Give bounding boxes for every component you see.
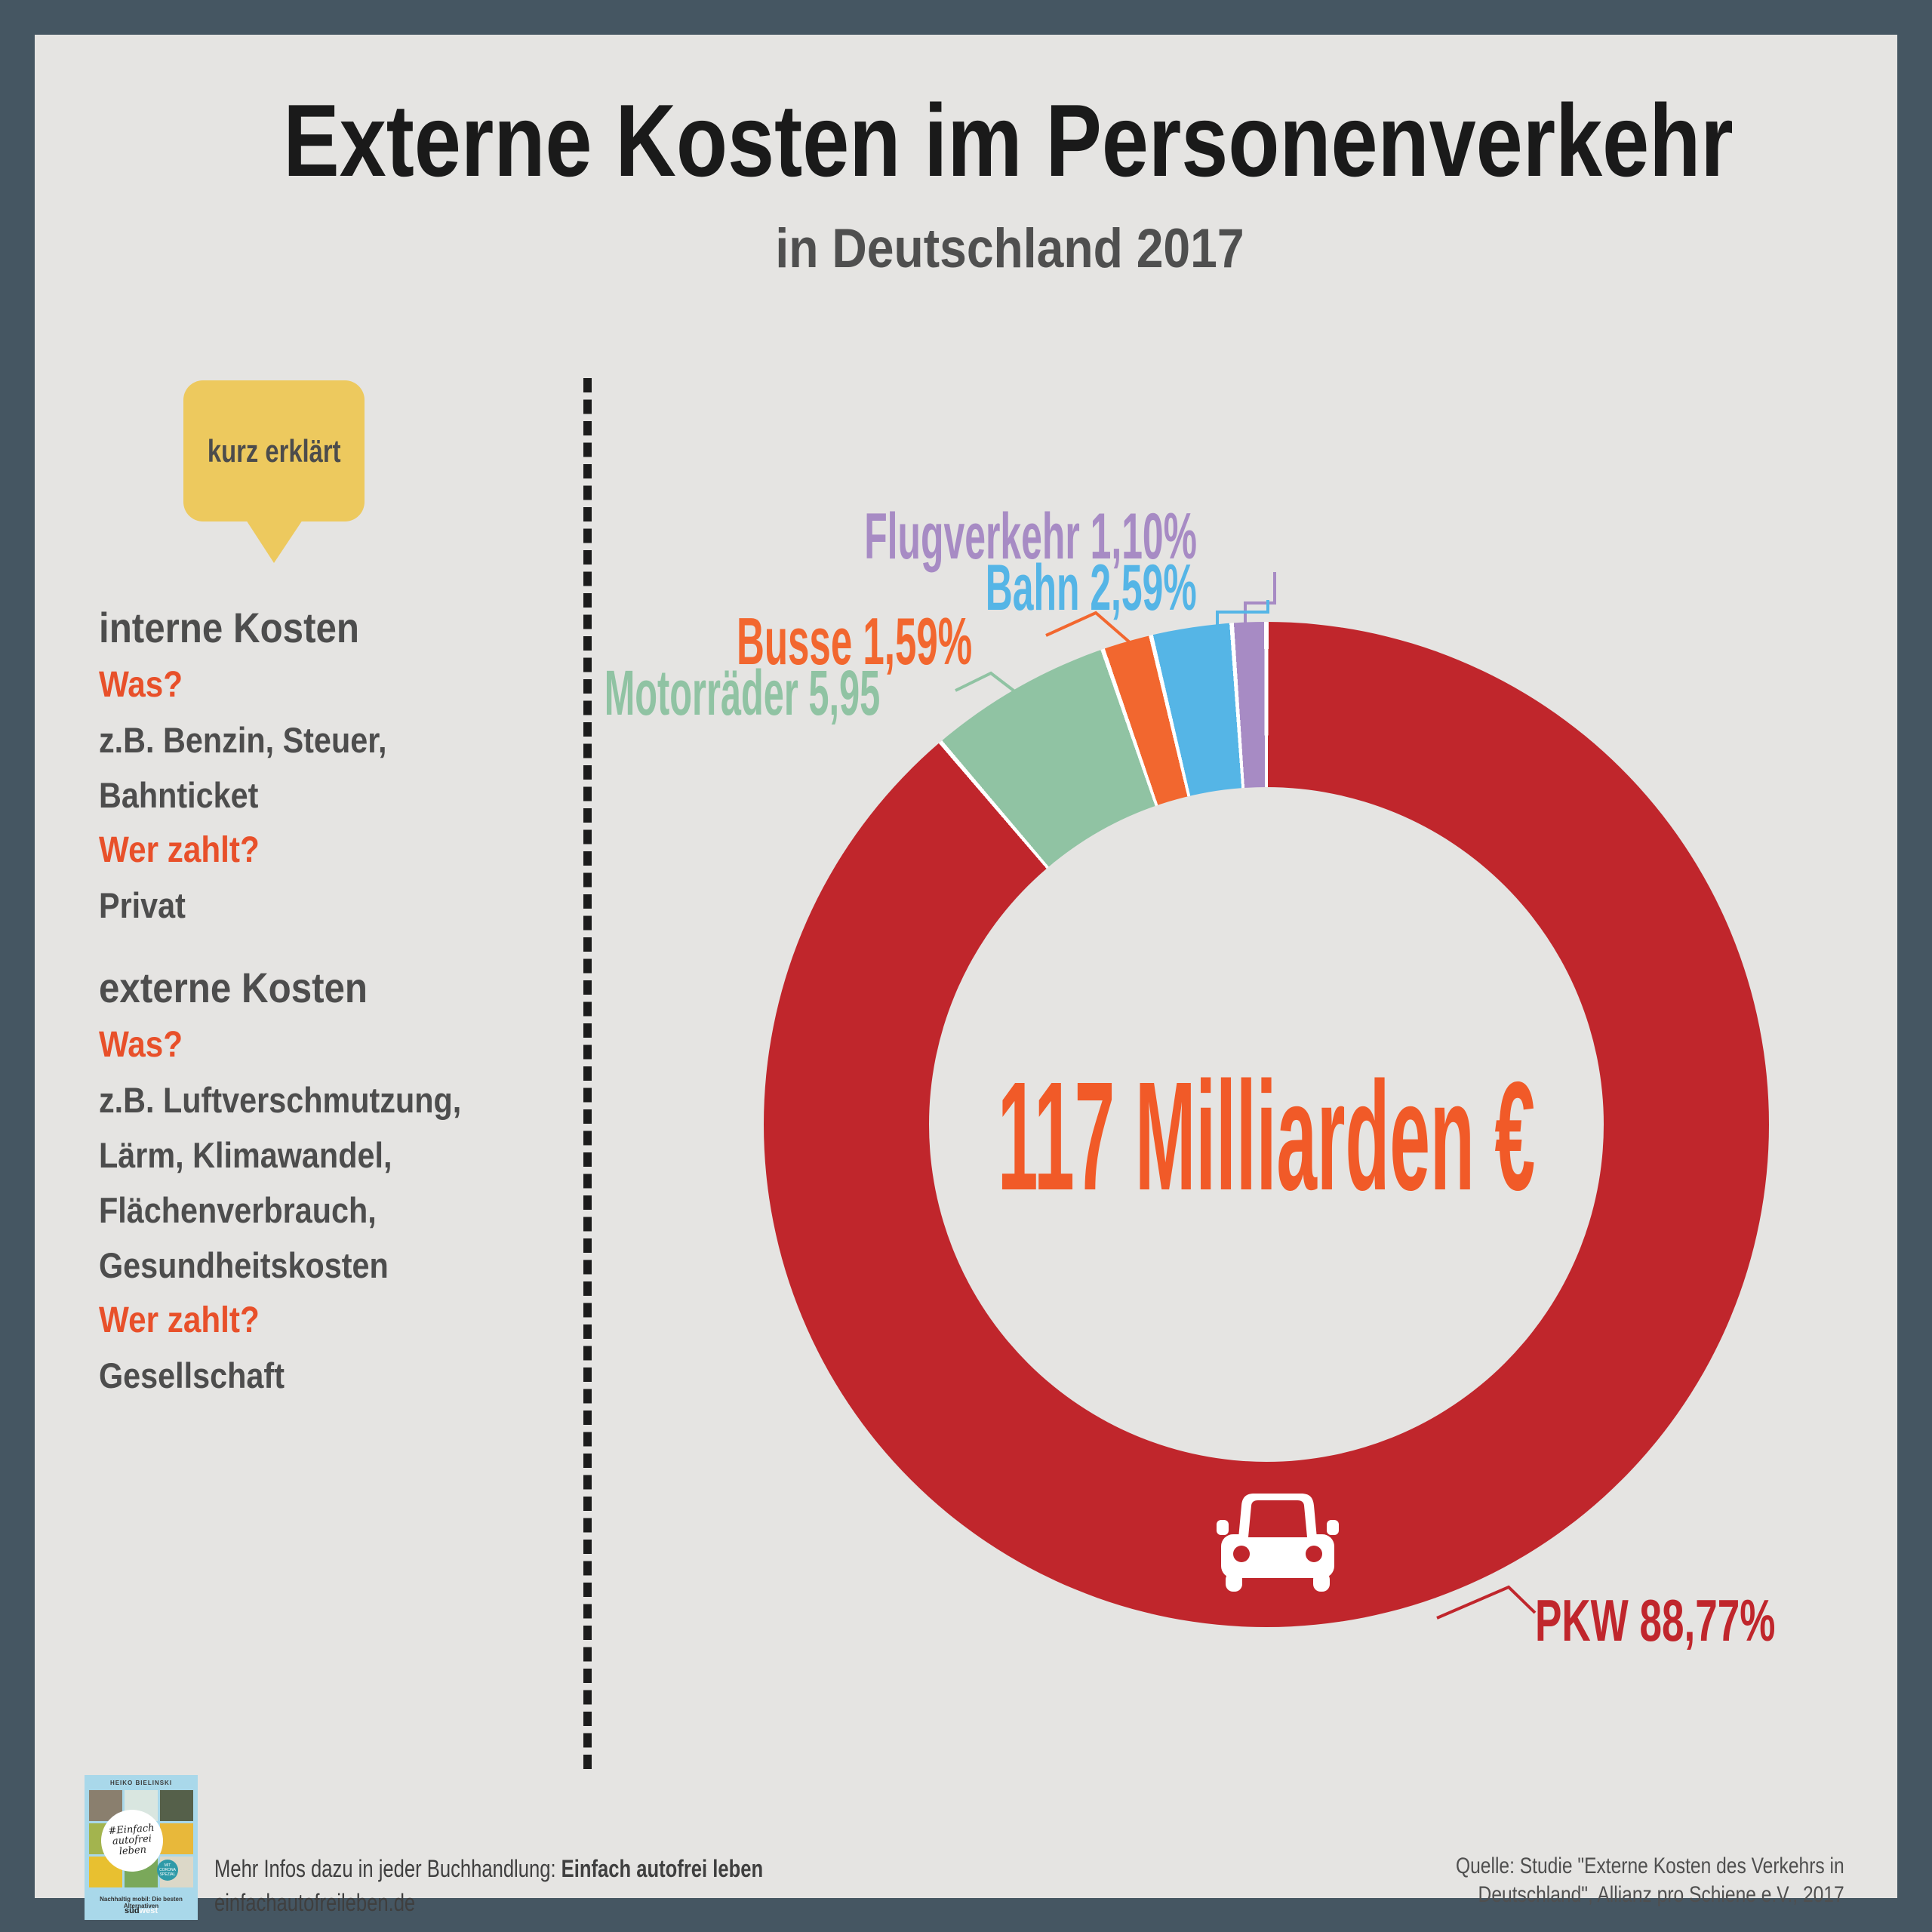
book-publisher: südwest <box>85 1906 198 1915</box>
sidebar-question-wer-zahlt: Wer zahlt? <box>99 1300 260 1340</box>
page-title: Externe Kosten im Personenverkehr <box>283 83 1734 198</box>
footer-info-prefix: Mehr Infos dazu in jeder Buchhandlung: <box>214 1855 561 1882</box>
book-badge: MIT CORONA SPEZIAL <box>157 1860 178 1881</box>
sidebar-line: z.B. Luftverschmutzung, <box>99 1080 462 1120</box>
book-photo <box>160 1823 193 1854</box>
footer-info-line: Mehr Infos dazu in jeder Buchhandlung: E… <box>214 1852 763 1886</box>
sidebar-line: Privat <box>99 885 186 925</box>
book-subtitle: Nachhaltig mobil: Die besten Alternative… <box>100 1896 183 1909</box>
sidebar-line: Bahnticket <box>99 775 259 815</box>
sidebar-heading-externe-kosten: externe Kosten <box>99 964 368 1011</box>
label-bahn: Bahn 2,59% <box>986 552 1197 624</box>
sidebar-spacer <box>99 933 577 958</box>
source-attribution: Quelle: Studie "Externe Kosten des Verke… <box>1456 1852 1844 1909</box>
donut-center-total: 117 Milliarden € <box>997 1050 1536 1223</box>
label-pkw: PKW 88,77% <box>1535 1587 1776 1654</box>
sidebar-line: Lärm, Klimawandel, <box>99 1135 392 1175</box>
sidebar-question-was: Was? <box>99 665 183 705</box>
dashed-divider-line <box>583 378 592 1770</box>
book-photo <box>160 1790 193 1821</box>
sidebar-heading-interne-kosten: interne Kosten <box>99 604 360 651</box>
label-motorraeder: Motorräder 5,95 <box>604 657 880 728</box>
callout-bubble-tail <box>246 520 303 563</box>
book-publisher-light: west <box>139 1906 158 1915</box>
book-cover: HEIKO BIELINSKI #Einfach autofrei leben … <box>85 1775 198 1920</box>
sidebar-question-wer-zahlt: Wer zahlt? <box>99 830 260 870</box>
footer-info: Mehr Infos dazu in jeder Buchhandlung: E… <box>214 1852 763 1920</box>
page-subtitle: in Deutschland 2017 <box>775 218 1244 279</box>
sidebar-line: Gesundheitskosten <box>99 1245 389 1285</box>
car-icon <box>1217 1494 1339 1592</box>
infographic-canvas: Externe Kosten im Personenverkehr in Deu… <box>35 35 1897 1920</box>
callout-label: kurz erklärt <box>207 432 341 469</box>
sidebar-line: Flächenverbrauch, <box>99 1190 377 1230</box>
sidebar-question-was: Was? <box>99 1025 183 1065</box>
footer-website: einfachautofreileben.de <box>214 1889 416 1916</box>
source-line: Deutschland", Allianz pro Schiene e.V., … <box>1478 1882 1844 1907</box>
callout-bubble: kurz erklärt <box>183 380 365 521</box>
book-title-line: leben <box>118 1844 147 1858</box>
source-line: Quelle: Studie "Externe Kosten des Verke… <box>1456 1854 1844 1878</box>
sidebar-line: Gesellschaft <box>99 1355 285 1395</box>
book-author: HEIKO BIELINSKI <box>109 1780 173 1786</box>
sidebar-line: z.B. Benzin, Steuer, <box>99 720 387 760</box>
book-publisher-dark: süd <box>124 1906 140 1915</box>
label-busse: Busse 1,59% <box>736 604 972 678</box>
explainer-sidebar: interne Kosten Was? z.B. Benzin, Steuer,… <box>99 598 577 1403</box>
label-flugverkehr: Flugverkehr 1,10% <box>864 500 1197 573</box>
footer-info-book-title: Einfach autofrei leben <box>561 1855 764 1882</box>
donut-hole <box>929 787 1604 1462</box>
